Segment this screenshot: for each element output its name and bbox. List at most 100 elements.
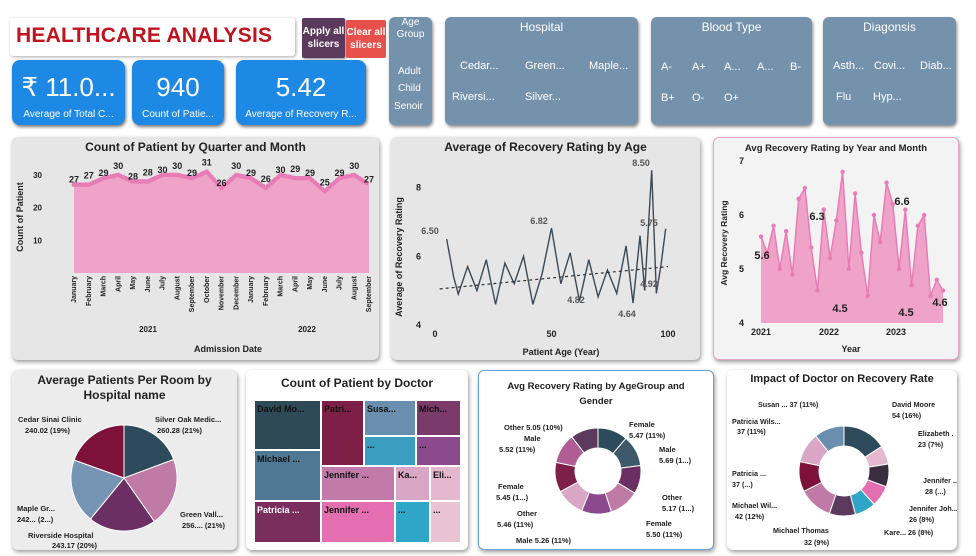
slicer-item-diagnosis[interactable]: Hyp... (873, 91, 902, 103)
data-label: 29 (187, 168, 197, 178)
x-tick-label: 2021 (751, 327, 771, 337)
data-label: 29 (305, 168, 315, 178)
data-point (827, 256, 833, 261)
slicer-item-diagnosis[interactable]: Covi... (874, 60, 906, 72)
slicer-diagnosis[interactable]: Diagonsis Asth... Covi... Diab... Flu Hy… (823, 17, 956, 125)
x-tick-label: September (189, 276, 196, 312)
data-point (771, 223, 776, 228)
slicer-item-blood[interactable]: O+ (724, 92, 739, 104)
treemap-tile[interactable]: Patricia ... (254, 501, 321, 543)
treemap-tile[interactable]: ... (364, 436, 416, 466)
data-label: Male 5.26 (11%) (516, 536, 572, 545)
x-tick-label: May (130, 276, 137, 290)
slicer-item-diagnosis[interactable]: Flu (836, 91, 852, 103)
data-label: 30 (113, 161, 123, 171)
chart-recovery-by-agegroup-gender: Other 5.05 (10%) Male 5.52 (11%) Female 5.45… (496, 420, 695, 545)
data-label: 6.82 (530, 216, 548, 226)
y-tick-label: 8 (416, 183, 421, 193)
x-tick-label: November (219, 276, 226, 311)
series-line (760, 171, 944, 297)
data-label: 240.02 (19%) (25, 426, 71, 435)
treemap-tile[interactable]: Eli... (430, 466, 461, 501)
apply-slicers-button[interactable]: Apply all slicers (302, 18, 345, 58)
treemap-tile[interactable]: Ka... (395, 466, 430, 501)
treemap-tile[interactable]: ... (416, 436, 461, 466)
slicer-item-blood[interactable]: A... (757, 61, 774, 73)
data-label: Patricia ... (732, 469, 766, 478)
slicer-item-blood[interactable]: A... (724, 61, 741, 73)
x-axis-title: Patient Age (Year) (523, 347, 600, 357)
data-label: 32 (9%) (804, 538, 830, 547)
data-point (777, 266, 783, 272)
data-point (765, 250, 770, 255)
slicer-item-hospital[interactable]: Maple... (589, 60, 629, 72)
slicer-item-blood[interactable]: A- (661, 61, 672, 73)
data-point (834, 218, 839, 223)
x-tick-label: February (86, 276, 93, 306)
treemap-tile[interactable]: Patri... (321, 400, 364, 466)
data-point (921, 212, 927, 218)
data-label: Michael Wil... (732, 501, 777, 510)
slicer-item-blood[interactable]: B- (790, 61, 801, 73)
slicer-item-child[interactable]: Child (398, 83, 421, 94)
x-axis-title: Admission Date (194, 344, 262, 354)
data-label: 26 (261, 174, 271, 184)
slicer-item-hospital[interactable]: Riversi... (452, 91, 495, 103)
slicer-item-senior[interactable]: Senoir (394, 101, 423, 112)
treemap-tile[interactable]: Michael ... (254, 450, 321, 501)
y-tick-label: 30 (33, 171, 42, 180)
pie-slice (73, 424, 125, 479)
data-label: 243.17 (20%) (52, 541, 98, 550)
data-point (934, 277, 939, 282)
treemap-tile[interactable]: Mich... (416, 400, 461, 436)
slicer-item-blood[interactable]: O- (692, 92, 705, 104)
data-label: 30 (157, 165, 167, 175)
data-point (364, 180, 369, 186)
x-tick-label: August (174, 275, 181, 300)
slicer-age-group[interactable]: Age Group Adult Child Senoir (389, 17, 432, 125)
treemap-tile[interactable]: Jennifer ... (321, 466, 395, 501)
data-label: Maple Gr... (17, 504, 55, 513)
x-tick-label: April (115, 276, 122, 292)
data-point (852, 191, 858, 196)
data-label: 5.6 (754, 250, 769, 262)
data-label: 30 (172, 161, 182, 171)
data-point (846, 266, 852, 272)
slicer-hospital[interactable]: Hospital Cedar... Green... Maple... Rive… (445, 17, 638, 125)
x-tick-label: August (351, 275, 358, 300)
slicer-item-diagnosis[interactable]: Diab... (920, 60, 952, 72)
data-label: 27 (364, 175, 374, 185)
treemap-tile[interactable]: ... (395, 501, 430, 543)
chart-recovery-by-age: 8 6 4 0 50 100 6.50 6.82 8.50 5.75 4.92 4.82 4.64 Pat… (394, 158, 676, 357)
treemap-tile[interactable]: David Mo... (254, 400, 321, 450)
data-label: 26 (8%) (909, 515, 935, 524)
slicer-item-blood[interactable]: A+ (692, 61, 706, 73)
y-tick-label: 5 (739, 264, 744, 274)
clear-slicers-button[interactable]: Clear all slicers (346, 20, 386, 58)
slicer-item-hospital[interactable]: Silver... (525, 91, 562, 103)
y-tick-label: 6 (739, 210, 744, 220)
data-label: Kare... 26 (8%) (884, 528, 934, 537)
treemap-tile[interactable]: ... (430, 501, 461, 543)
data-label: 5.69 (1...) (659, 456, 692, 465)
data-point (758, 234, 764, 239)
treemap-tile[interactable]: Jennifer ... (321, 501, 395, 543)
y-axis-title: Count of Patient (15, 182, 25, 252)
slicer-blood-type[interactable]: Blood Type A- A+ A... A... B- B+ O- O+ (651, 17, 812, 125)
slicer-item-adult[interactable]: Adult (398, 66, 421, 77)
data-label: 54 (16%) (892, 411, 922, 420)
data-label: David Moore (892, 400, 935, 409)
chart-title: Count of Patient by Doctor (281, 376, 433, 390)
slicer-item-diagnosis[interactable]: Asth... (833, 60, 865, 72)
slicer-item-blood[interactable]: B+ (661, 92, 675, 104)
data-label: 31 (202, 158, 212, 168)
slicer-item-hospital[interactable]: Green... (525, 60, 565, 72)
slicer-item-hospital[interactable]: Cedar... (460, 60, 499, 72)
chart-title: Avg Recovery Rating by Year and Month (744, 143, 928, 154)
treemap-tile[interactable]: Susa... (364, 400, 416, 436)
x-tick-label: 2023 (886, 327, 906, 337)
y-tick-label: 10 (33, 236, 42, 245)
data-label: 6.6 (894, 196, 909, 208)
data-label: Elizabeth . (918, 429, 954, 438)
panel-recovery-by-agegroup-gender: Avg Recovery Rating by AgeGroup and Gend… (478, 370, 714, 550)
